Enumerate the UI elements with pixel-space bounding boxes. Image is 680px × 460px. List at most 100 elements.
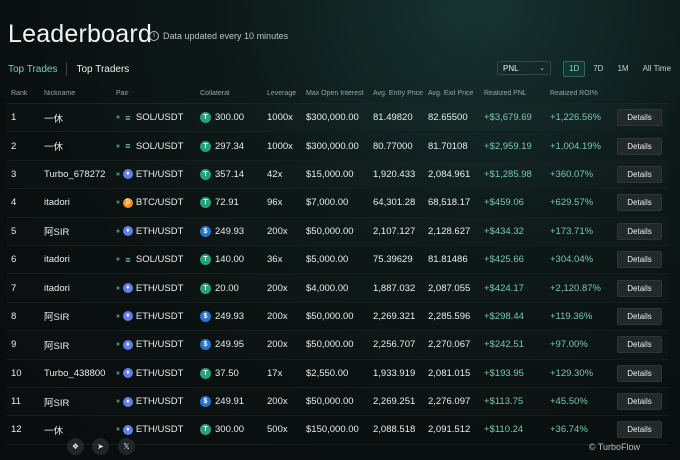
collateral-cell: T 37.50 [200, 367, 267, 379]
realized-pnl-cell: +$110.24 [484, 424, 524, 436]
avg-entry-price-cell: 2,256.707 [373, 339, 416, 351]
double-chevron-up-icon: » [116, 398, 120, 406]
realized-pnl-cell: +$242.51 [484, 339, 524, 351]
realized-pnl-cell: +$2,959.19 [484, 140, 532, 152]
usdc-icon: $ [200, 396, 211, 408]
collateral-cell: T 300.00 [200, 424, 267, 436]
sol-icon: ≡ [125, 112, 131, 123]
collateral-cell: $249.93 [200, 310, 267, 322]
details-button[interactable]: Details [617, 165, 662, 183]
avg-exit-price-cell: 81.81486 [428, 254, 468, 266]
pair-cell: » ♦ ETH/USDT [116, 396, 200, 407]
pair-label: ETH/USDT [135, 310, 184, 322]
details-button[interactable]: Details [617, 421, 662, 439]
table-row: 1 一休 » ≡ SOL/USDT T 300.00 1000x $300,000.00 81.4… [7, 104, 668, 133]
tab-top-traders[interactable]: Top Traders [76, 63, 130, 75]
collateral-value: 20.00 [215, 282, 239, 294]
table-row: 8 阿SIR» ♦ ETH/USDT $249.93 200x $50,000.00 2,26… [7, 303, 668, 332]
rank-cell: 5 [11, 225, 17, 237]
nickname-cell: itadori [44, 197, 70, 209]
max-open-interest-cell: $300,000.00 [306, 140, 359, 152]
realized-pnl-cell: +$1,285.98 [484, 168, 532, 180]
details-button[interactable]: Details [617, 194, 662, 212]
details-button[interactable]: Details [617, 393, 662, 411]
details-button[interactable]: Details [617, 251, 662, 269]
leaderboard-tabs: Top Trades Top Traders [8, 62, 129, 76]
details-button[interactable]: Details [617, 307, 662, 325]
gitbook-icon[interactable]: ❖ [67, 438, 84, 455]
details-button[interactable]: Details [617, 364, 662, 382]
rank-cell: 2 [11, 140, 17, 152]
rank-cell: 11 [11, 396, 21, 408]
double-chevron-up-icon: » [116, 142, 120, 150]
avg-entry-price-cell: 81.49820 [373, 112, 413, 124]
max-open-interest-cell: $50,000.00 [306, 339, 354, 351]
realized-pnl-cell: +$113.75 [484, 396, 524, 408]
sort-metric-select[interactable]: PNL ⌄ [497, 61, 551, 75]
avg-exit-price-cell: 68,518.17 [428, 197, 471, 209]
realized-roi-cell: +119.36% [550, 310, 593, 322]
realized-roi-cell: +36.74% [550, 424, 588, 436]
col-max-open-interest: Max Open Interest [306, 89, 364, 97]
actions-cell: Details [617, 393, 664, 411]
collateral-cell: T 20.00 [200, 282, 267, 294]
pair-cell: » ≡ SOL/USDT [116, 254, 200, 265]
avg-entry-price-cell: 2,107.127 [373, 225, 416, 237]
collateral-value: 249.95 [215, 339, 245, 351]
collateral-value: 249.93 [215, 310, 245, 322]
eth-icon: ♦ [122, 396, 133, 407]
eth-icon: ♦ [122, 339, 133, 350]
usdt-icon: T [200, 168, 211, 180]
table-row: 5 阿SIR» ♦ ETH/USDT $249.93 200x $50,000.00 2,10… [7, 218, 668, 246]
period-all-time-button[interactable]: All Time [642, 64, 672, 73]
realized-roi-cell: +360.07% [550, 168, 594, 180]
realized-roi-cell: +97.00% [550, 339, 588, 351]
pair-cell: » ₿ BTC/USDT [116, 197, 200, 208]
period-filter: 1D 7D 1M All Time [563, 61, 677, 77]
period-1d-button[interactable]: 1D [563, 61, 586, 77]
tab-top-trades[interactable]: Top Trades [8, 63, 58, 75]
max-open-interest-cell: $15,000.00 [306, 168, 354, 180]
details-button[interactable]: Details [617, 279, 662, 297]
telegram-icon[interactable]: ➤ [92, 438, 109, 455]
period-1m-button[interactable]: 1M [617, 64, 629, 73]
pair-label: ETH/USDT [135, 424, 184, 436]
table-row: 6 itadori » ≡ SOL/USDT T 140.00 36x $5,000.00 75.… [7, 246, 668, 275]
details-button[interactable]: Details [617, 137, 662, 155]
actions-cell: Details [617, 279, 664, 297]
nickname-cell: 阿SIR [44, 312, 70, 324]
details-button[interactable]: Details [617, 109, 662, 127]
pair-label: ETH/USDT [135, 225, 184, 237]
usdt-icon: T [200, 367, 211, 379]
realized-roi-cell: +629.57% [550, 197, 594, 209]
usdc-icon: $ [200, 339, 211, 351]
collateral-cell: T 72.91 [200, 197, 267, 209]
details-button[interactable]: Details [617, 336, 662, 354]
double-chevron-up-icon: » [116, 284, 120, 292]
table-row: 9 阿SIR» ♦ ETH/USDT $249.95 200x $50,000.00 2,25… [7, 331, 668, 360]
rank-cell: 12 [11, 424, 22, 436]
collateral-value: 72.91 [215, 197, 239, 209]
rank-cell: 4 [11, 197, 17, 209]
collateral-value: 300.00 [215, 112, 245, 124]
actions-cell: Details [617, 137, 664, 155]
x-icon[interactable]: 𝕏 [118, 438, 135, 455]
collateral-value: 249.93 [215, 225, 245, 237]
collateral-cell: T 357.14 [200, 168, 267, 180]
pair-cell: » ♦ ETH/USDT [116, 283, 200, 294]
period-7d-button[interactable]: 7D [593, 64, 604, 73]
pair-cell: » ♦ ETH/USDT [116, 226, 200, 237]
leverage-cell: 36x [267, 254, 283, 266]
details-button[interactable]: Details [617, 222, 662, 240]
avg-exit-price-cell: 2,285.596 [428, 310, 471, 322]
avg-entry-price-cell: 1,920.433 [373, 168, 416, 180]
col-avg-exit-price: Avg. Exit Price [428, 89, 474, 97]
pair-label: BTC/USDT [135, 197, 184, 209]
col-collateral: Collateral [200, 89, 230, 97]
chevron-down-icon: ⌄ [539, 65, 545, 72]
realized-roi-cell: +1,226.56% [550, 112, 601, 124]
col-leverage: Leverage [267, 89, 297, 97]
eth-icon: ♦ [122, 226, 133, 237]
usdt-icon: T [200, 254, 211, 266]
double-chevron-up-icon: » [116, 114, 120, 122]
